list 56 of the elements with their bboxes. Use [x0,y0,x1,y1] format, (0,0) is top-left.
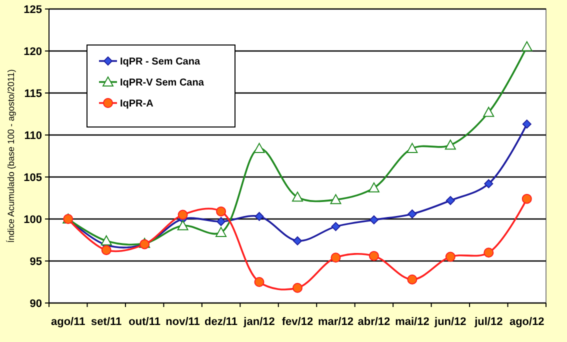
point [368,250,379,261]
legend-label: IqPR-V Sem Cana [120,78,204,88]
point [406,142,418,153]
y-tick-label: 95 [30,256,42,268]
point [483,106,494,117]
point [522,194,532,204]
point [445,252,456,262]
y-tick-label: 120 [24,46,42,58]
point [444,140,456,150]
x-tick-label: abr/12 [358,316,390,328]
x-tick-label: mai/12 [395,316,430,328]
point [216,206,226,216]
point [407,274,418,284]
point [369,215,378,224]
point [408,209,417,218]
point [292,192,303,202]
y-tick-label: 110 [24,130,42,142]
point [330,194,342,204]
point [177,220,188,230]
point [254,277,264,287]
point [216,217,226,226]
point [254,212,264,221]
point [292,282,302,293]
point [330,252,341,263]
point [368,182,380,192]
point [446,196,455,206]
point [484,248,494,258]
x-tick-label: fev/12 [282,316,314,328]
x-tick-label: dez/11 [204,316,238,328]
point [521,41,532,52]
y-tick-label: 100 [24,214,42,226]
x-tick-label: out/11 [128,316,160,328]
x-tick-label: jul/12 [474,316,503,328]
x-tick-label: ago/12 [509,316,544,328]
point [484,179,494,188]
point [522,120,532,129]
x-tick-label: set/11 [91,316,122,328]
y-tick-label: 125 [24,4,42,16]
x-tick-label: mar/12 [318,316,354,328]
y-tick-label: 90 [30,298,42,310]
y-axis-title: Índice Acumulado (base 100 - agosto/2011) [6,69,16,243]
x-tick-label: nov/11 [166,316,200,328]
legend-label: IqPR-A [120,98,154,110]
legend-label: IqPR - Sem Cana [120,56,200,68]
point [254,142,265,153]
y-tick-label: 105 [24,172,42,184]
x-tick-label: ago/11 [50,316,86,328]
x-tick-label: jun/12 [434,316,466,328]
point [293,236,302,246]
x-tick-label: jan/12 [242,316,275,328]
point [216,226,227,237]
point [178,210,188,220]
point [101,245,112,256]
y-tick-label: 115 [24,88,42,100]
point [331,222,340,232]
point [100,235,112,246]
